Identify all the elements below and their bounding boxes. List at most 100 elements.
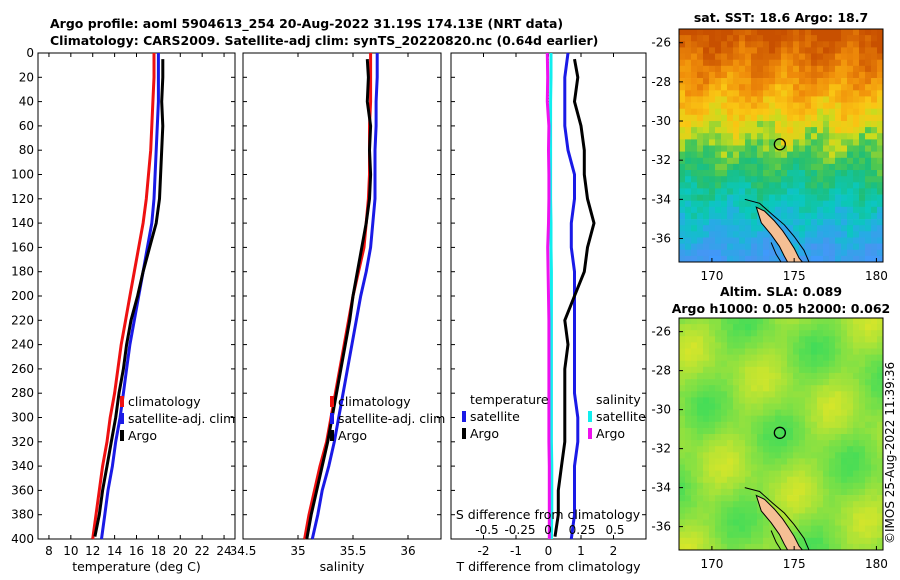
raster-cell [721,102,728,110]
raster-cell [691,440,698,447]
raster-cell [691,255,698,263]
raster-cell [733,409,740,417]
raster-cell [853,458,860,465]
raster-cell [727,176,734,183]
argo-position-marker [773,426,786,439]
raster-cell [835,163,842,171]
raster-cell [865,188,872,195]
raster-cell [859,391,866,398]
raster-cell [817,470,824,478]
sst-map-raster [679,29,884,263]
raster-cell [799,121,806,128]
raster-cell [835,507,842,514]
raster-cell [787,488,794,496]
raster-cell [823,537,830,545]
raster-cell [871,127,878,134]
raster-cell [805,501,812,508]
raster-cell [781,151,788,159]
raster-cell [757,96,764,103]
raster-cell [877,41,884,48]
raster-cell [799,231,806,238]
raster-cell [685,121,692,128]
raster-cell [697,434,704,441]
raster-cell [721,372,728,380]
raster-cell [715,415,722,423]
raster-cell [841,157,848,165]
raster-cell [751,182,758,189]
raster-cell [703,59,710,67]
raster-cell [823,336,830,343]
raster-cell [727,440,734,447]
raster-cell [853,446,860,453]
raster-cell [823,255,830,263]
raster-cell [841,336,848,343]
raster-cell [721,121,728,128]
raster-cell [715,391,722,398]
raster-cell [781,440,788,447]
raster-cell [853,495,860,502]
raster-cell [715,360,722,368]
raster-cell [841,35,848,42]
raster-cell [835,84,842,91]
raster-cell [685,458,692,465]
raster-cell [769,200,776,208]
raster-cell [847,96,854,103]
raster-cell [877,182,884,189]
raster-cell [697,421,704,429]
raster-cell [793,157,800,165]
raster-cell [853,182,860,189]
raster-cell [829,249,836,257]
raster-cell [865,108,872,116]
raster-cell [751,525,758,533]
raster-cell [763,360,770,368]
raster-cell [823,53,830,60]
raster-cell [793,342,800,349]
raster-cell [679,403,686,410]
raster-cell [871,121,878,128]
raster-cell [709,324,716,331]
raster-cell [859,324,866,331]
S-tick-label: -0.5 [475,523,498,537]
raster-cell [805,157,812,165]
raster-cell [829,476,836,484]
raster-cell [733,96,740,103]
raster-cell [805,188,812,195]
raster-cell [685,237,692,244]
raster-cell [727,379,734,386]
raster-cell [745,415,752,423]
y-tick-label: -36 [651,232,671,246]
raster-cell [715,513,722,520]
raster-cell [799,237,806,244]
raster-cell [703,342,710,349]
temperature-xlabel: temperature (deg C) [72,559,201,574]
raster-cell [715,507,722,514]
raster-cell [835,188,842,195]
raster-cell [817,176,824,183]
raster-cell [799,151,806,159]
raster-cell [751,90,758,97]
raster-cell [877,452,884,459]
raster-cell [703,206,710,214]
raster-cell [835,434,842,441]
raster-cell [805,212,812,220]
raster-cell [727,495,734,502]
raster-cell [799,108,806,116]
raster-cell [757,108,764,116]
raster-cell [865,71,872,79]
raster-cell [847,255,854,263]
raster-cell [853,537,860,545]
raster-cell [709,47,716,54]
raster-cell [739,348,746,355]
raster-cell [763,188,770,195]
y-tick-label: 160 [11,240,34,254]
raster-cell [793,525,800,533]
raster-cell [871,342,878,349]
raster-cell [679,342,686,349]
raster-cell [841,71,848,79]
raster-cell [769,385,776,392]
raster-cell [841,507,848,514]
raster-cell [757,391,764,398]
raster-cell [799,336,806,343]
raster-cell [865,194,872,202]
raster-cell [859,372,866,380]
